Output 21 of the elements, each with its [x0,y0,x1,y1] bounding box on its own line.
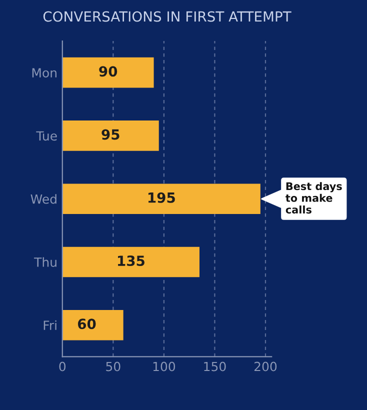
data-label: 90 [99,66,118,77]
chart-title: CONVERSATIONS IN FIRST ATTEMPT [43,11,292,22]
bar [62,57,154,88]
x-tick-label: 200 [254,362,277,372]
x-tick-label: 50 [106,362,120,372]
y-tick-label: Tue [36,131,57,141]
bar [62,310,124,340]
bar [62,120,159,151]
data-label: 195 [148,192,175,203]
data-label: 60 [78,318,96,330]
x-tick-label: 0 [59,362,66,372]
x-tick-label: 150 [204,362,226,372]
annotation: Best days to make calls [286,182,342,214]
y-tick-label: Thu [34,257,56,267]
y-tick-label: Fri [44,320,56,330]
x-tick-label: 100 [153,362,176,372]
data-label: 135 [118,256,144,266]
bar [62,246,200,278]
y-tick-label: Mon [32,68,56,78]
data-label: 95 [102,129,120,140]
y-tick-label: Wed [30,194,56,204]
